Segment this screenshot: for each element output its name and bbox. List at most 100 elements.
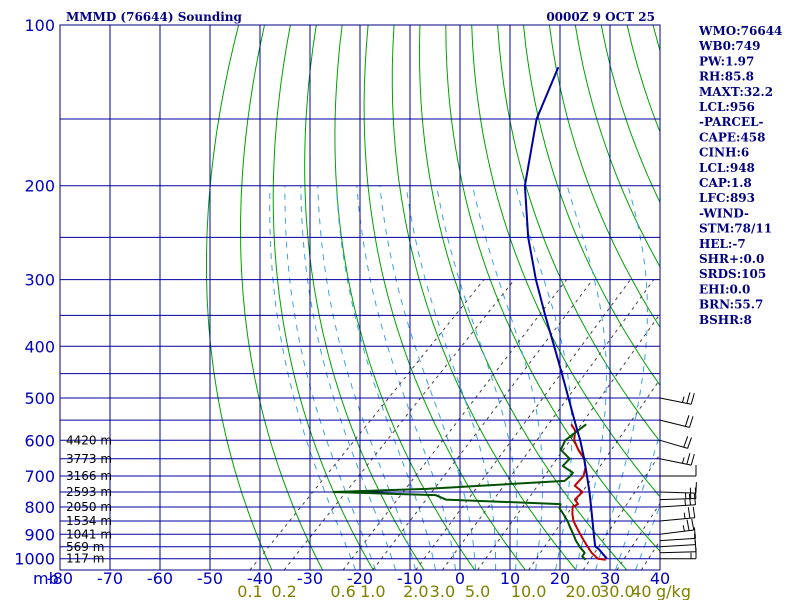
mixing-ratio-tick-label: 0.2 bbox=[271, 582, 296, 600]
pressure-tick-label: 200 bbox=[24, 177, 55, 196]
mixing-ratio-line bbox=[283, 279, 515, 570]
wind-barb bbox=[659, 506, 696, 522]
mixing-ratio-tick-label: 20.0 bbox=[565, 582, 601, 600]
index-line: BSHR:8 bbox=[699, 313, 752, 327]
mixing-ratio-line bbox=[342, 279, 567, 570]
mixing-ratio-tick-label: 5.0 bbox=[465, 582, 490, 600]
temperature-tick-label: 40 bbox=[650, 569, 670, 588]
wind-barb bbox=[659, 453, 695, 466]
mixing-ratio-tick-label: 1.0 bbox=[360, 582, 385, 600]
index-line: HEL:-7 bbox=[699, 237, 746, 251]
index-line: SHR+:0.0 bbox=[699, 252, 764, 266]
indices-panel: WMO:76644WB0:749PW:1.97RH:85.8MAXT:32.2L… bbox=[698, 24, 782, 327]
wind-barb-flag bbox=[693, 533, 696, 545]
temperature-tick-label: -50 bbox=[197, 569, 223, 588]
index-line: STM:78/11 bbox=[699, 222, 772, 236]
wind-barb-flag bbox=[681, 457, 685, 464]
moist-adiabat bbox=[515, 185, 573, 570]
pressure-tick-label: 800 bbox=[24, 498, 55, 517]
mixing-ratio-tick-label: 0.1 bbox=[237, 582, 262, 600]
height-label: 1534 m bbox=[66, 514, 112, 528]
wind-barb-staff bbox=[659, 551, 696, 554]
grid-lines bbox=[60, 25, 660, 570]
wind-barb-flag bbox=[692, 506, 696, 518]
pressure-tick-label: 900 bbox=[24, 525, 55, 544]
index-line: MAXT:32.2 bbox=[699, 85, 773, 99]
pressure-unit-label: mb bbox=[33, 569, 59, 588]
wind-barb-staff bbox=[659, 517, 695, 522]
dry-adiabat bbox=[574, 25, 660, 268]
wind-barb-staff bbox=[659, 504, 696, 508]
moist-adiabat bbox=[269, 185, 356, 570]
temperature-tick-label: 10 bbox=[500, 569, 520, 588]
mixing-ratio-line bbox=[582, 453, 660, 570]
wind-barb-flag bbox=[684, 415, 690, 427]
wind-barb-flag bbox=[687, 507, 691, 519]
index-line: CAPE:458 bbox=[699, 130, 766, 144]
wind-barb-flag bbox=[686, 519, 690, 531]
index-line: -WIND- bbox=[699, 206, 749, 220]
dry-adiabat bbox=[445, 25, 660, 553]
mixing-ratio-tick-label: 40 bbox=[631, 582, 651, 600]
height-label: 117 m bbox=[66, 552, 104, 566]
moist-adiabat bbox=[436, 185, 518, 570]
wind-barb-staff bbox=[659, 491, 696, 494]
dewpoint-line bbox=[332, 423, 587, 561]
profiles bbox=[332, 66, 608, 561]
chart-datetime: 0000Z 9 OCT 25 bbox=[546, 10, 655, 24]
moist-adiabat bbox=[379, 185, 476, 570]
wind-barb-staff bbox=[659, 498, 696, 501]
dry-adiabat bbox=[239, 25, 324, 570]
mixing-ratio-line bbox=[616, 502, 660, 570]
wind-barb-staff bbox=[659, 537, 696, 542]
height-label: 1041 m bbox=[66, 527, 112, 541]
wind-barb-flag bbox=[691, 518, 695, 531]
wind-barb bbox=[659, 493, 696, 508]
wind-barb-flag bbox=[683, 512, 686, 519]
mixing-ratio-tick-label: 0.6 bbox=[330, 582, 355, 600]
height-label: 4420 m bbox=[66, 433, 112, 447]
wind-barb-flag bbox=[695, 482, 697, 494]
wind-barb bbox=[660, 465, 697, 477]
index-line: LFC:893 bbox=[699, 191, 755, 205]
index-line: WMO:76644 bbox=[698, 24, 782, 38]
wind-barb bbox=[659, 436, 692, 449]
pressure-tick-label: 400 bbox=[24, 337, 55, 356]
wind-barb-staff bbox=[659, 419, 690, 428]
temperature-tick-label: -60 bbox=[147, 569, 173, 588]
temperature-tick-label: -80 bbox=[47, 569, 73, 588]
moist-adiabat bbox=[595, 185, 648, 570]
index-line: PW:1.97 bbox=[699, 54, 754, 68]
wind-barb-flag bbox=[684, 499, 686, 506]
index-line: LCL:948 bbox=[699, 161, 755, 175]
pressure-axis: 100 200 300 400 500 600 700 800 900 1000 bbox=[14, 16, 55, 569]
mixing-ratio-line bbox=[249, 279, 485, 570]
wind-barb-flag bbox=[693, 527, 696, 539]
height-label: 3773 m bbox=[66, 452, 112, 466]
pressure-tick-label: 300 bbox=[24, 271, 55, 290]
wind-barb-flag bbox=[682, 525, 685, 532]
wind-barb-flag bbox=[687, 437, 692, 449]
wind-barb-flag bbox=[686, 453, 691, 465]
height-label: 2050 m bbox=[66, 500, 112, 514]
pressure-tick-label: 100 bbox=[24, 16, 55, 35]
temperature-tick-label: -70 bbox=[97, 569, 123, 588]
wind-barb bbox=[659, 482, 697, 494]
index-line: WB0:749 bbox=[698, 39, 760, 53]
dry-adiabat bbox=[523, 25, 660, 387]
pressure-tick-label: 1000 bbox=[14, 550, 55, 569]
temperature-tick-label: -40 bbox=[247, 569, 273, 588]
plot-frame bbox=[59, 24, 661, 571]
wind-barb-flag bbox=[689, 416, 694, 428]
wind-barb-staff bbox=[659, 439, 688, 449]
index-line: BRN:55.7 bbox=[699, 298, 763, 312]
dry-adiabat bbox=[471, 25, 660, 498]
dry-adiabat bbox=[304, 25, 425, 570]
mixing-ratio-tick-label: 3.0 bbox=[430, 582, 455, 600]
wind-barb-flag bbox=[693, 493, 696, 505]
wind-barb-staff bbox=[659, 397, 692, 405]
index-line: -PARCEL- bbox=[699, 115, 764, 129]
